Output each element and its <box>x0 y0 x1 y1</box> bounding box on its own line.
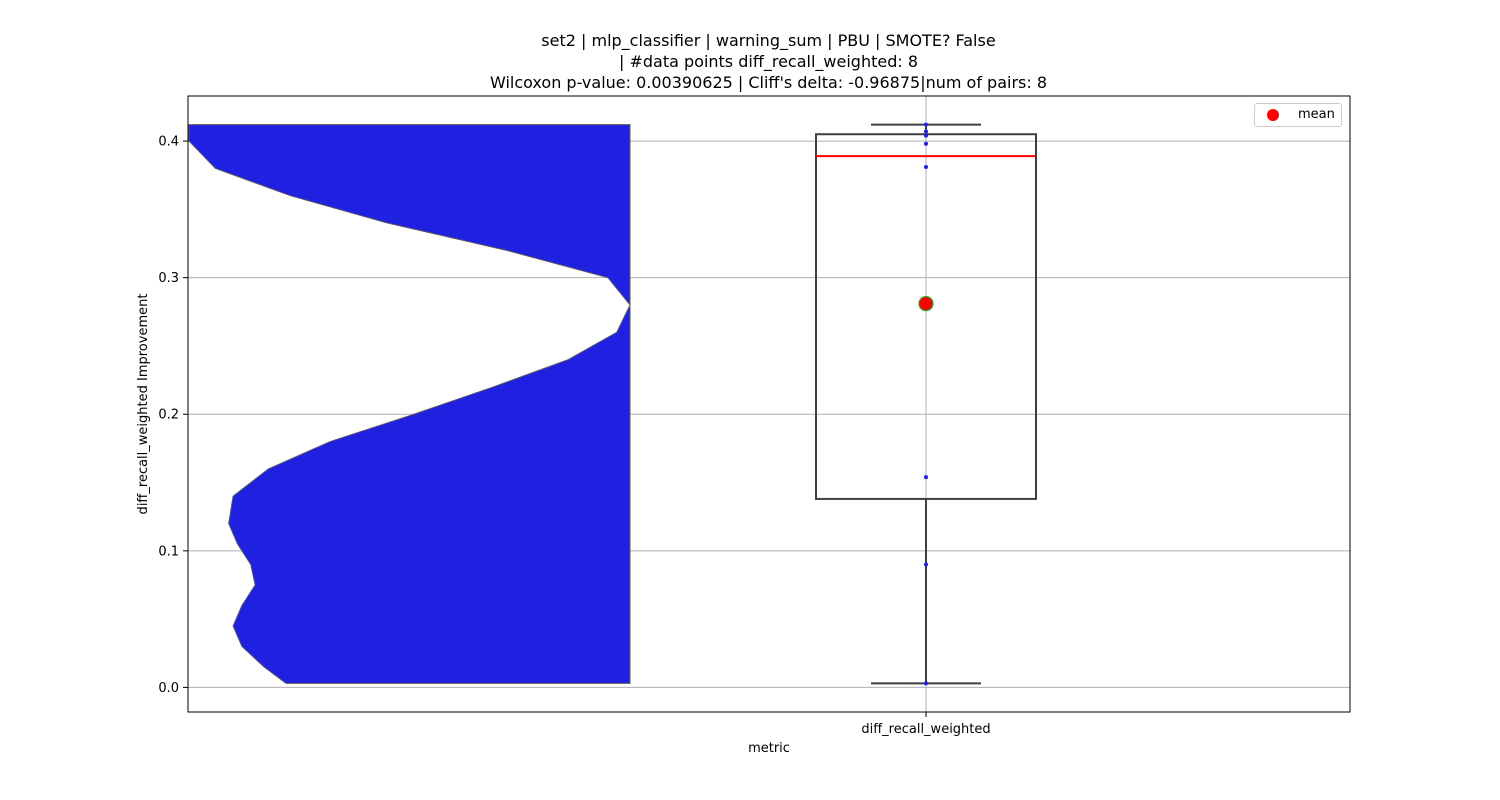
x-tick-label: diff_recall_weighted <box>861 722 990 737</box>
y-tick-label: 0.1 <box>158 544 179 559</box>
plot-frame <box>187 95 1351 713</box>
tick-layer: 0.0 0.1 0.2 0.3 0.4 diff_recall_weighted <box>158 135 990 737</box>
violin-layer <box>188 124 631 684</box>
y-axis-label: diff_recall_weighted Improvement <box>136 294 151 515</box>
data-point <box>924 122 928 127</box>
chart-title-line-1: set2 | mlp_classifier | warning_sum | PB… <box>541 31 996 50</box>
x-axis-label: metric <box>748 741 790 756</box>
data-point <box>924 681 928 686</box>
y-tick-label: 0.0 <box>158 681 179 696</box>
mean-marker <box>918 296 934 312</box>
legend-mean-label: mean <box>1298 107 1335 122</box>
y-tick-label: 0.3 <box>158 271 179 286</box>
data-point <box>924 129 928 134</box>
data-point <box>924 165 928 170</box>
data-point <box>924 562 928 567</box>
chart-title-line-2: | #data points diff_recall_weighted: 8 <box>618 52 919 71</box>
chart-title-line-3: Wilcoxon p-value: 0.00390625 | Cliff's d… <box>489 73 1048 92</box>
violin-body <box>188 124 631 684</box>
y-tick-label: 0.4 <box>158 135 179 150</box>
point-layer <box>918 122 934 686</box>
legend-mean-marker <box>1267 109 1279 121</box>
legend: mean <box>1254 103 1342 127</box>
data-point <box>924 133 928 138</box>
data-point <box>924 475 928 480</box>
data-point <box>924 141 928 146</box>
y-tick-label: 0.2 <box>158 408 179 423</box>
